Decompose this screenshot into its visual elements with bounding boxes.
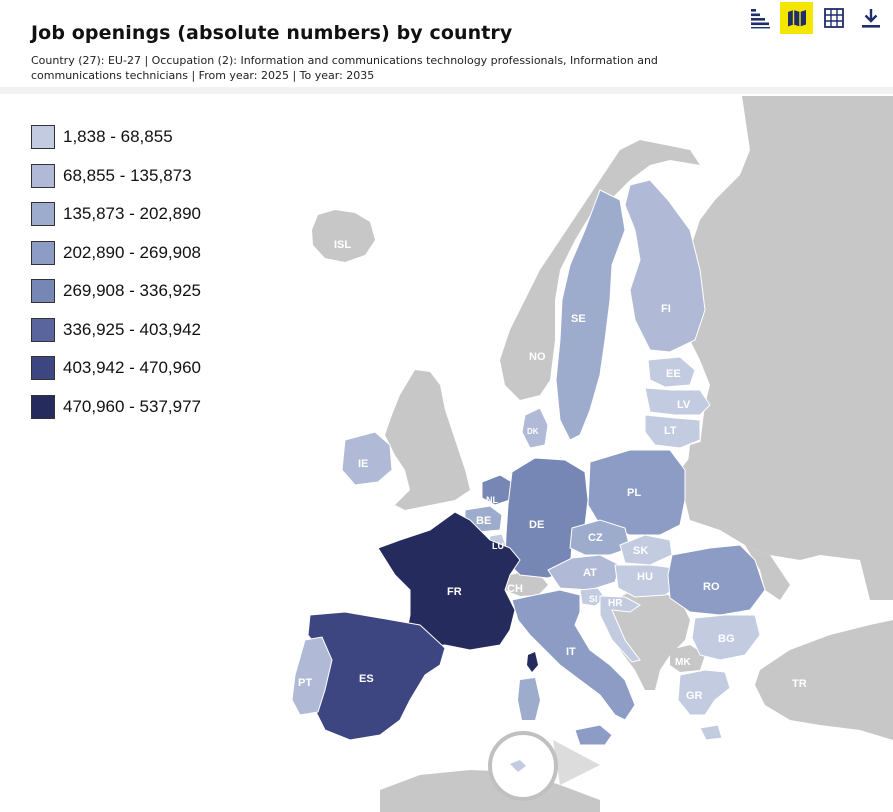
download-button[interactable] xyxy=(854,2,887,34)
eu-countries[interactable] xyxy=(291,179,766,746)
legend-item[interactable]: 202,890 - 269,908 xyxy=(31,234,201,273)
country-IE[interactable] xyxy=(341,431,393,486)
country-EE[interactable] xyxy=(647,356,696,388)
label-LT: LT xyxy=(664,425,677,437)
country-BG[interactable] xyxy=(691,614,761,661)
label-EE: EE xyxy=(666,368,681,380)
legend-swatch-1 xyxy=(31,163,55,188)
legend-item[interactable]: 336,925 - 403,942 xyxy=(31,311,201,350)
bar-chart-icon xyxy=(750,9,770,29)
label-DE: DE xyxy=(529,519,544,531)
legend-item[interactable]: 403,942 - 470,960 xyxy=(31,349,201,388)
label-PL: PL xyxy=(627,487,641,499)
label-TR: TR xyxy=(792,678,807,690)
legend-swatch-6 xyxy=(31,356,55,381)
legend-swatch-3 xyxy=(31,240,55,265)
legend-item[interactable]: 470,960 - 537,977 xyxy=(31,388,201,427)
legend-item[interactable]: 269,908 - 336,925 xyxy=(31,272,201,311)
label-CZ: CZ xyxy=(588,532,603,544)
label-HU: HU xyxy=(637,571,653,583)
label-PT: PT xyxy=(298,677,312,689)
legend-swatch-2 xyxy=(31,202,55,227)
country-HR[interactable] xyxy=(599,595,641,663)
label-AT: AT xyxy=(583,567,597,579)
label-SI: SI xyxy=(589,594,598,604)
label-LV: LV xyxy=(677,399,691,411)
map-icon xyxy=(787,10,806,27)
map-area[interactable]: ISL NO SE FI EE LV LT DK IE NL BE LU DE … xyxy=(0,94,893,812)
non-eu-land xyxy=(312,96,893,812)
label-GR: GR xyxy=(686,690,703,702)
country-RO[interactable] xyxy=(667,544,766,616)
label-MK: MK xyxy=(675,657,691,668)
filter-summary: Country (27): EU-27 | Occupation (2): In… xyxy=(31,54,658,82)
country-FI[interactable] xyxy=(624,179,706,353)
map-view-button[interactable] xyxy=(780,2,813,34)
legend-label: 403,942 - 470,960 xyxy=(63,358,202,378)
page-title: Job openings (absolute numbers) by count… xyxy=(31,22,513,44)
label-NL: NL xyxy=(486,495,498,505)
label-IE: IE xyxy=(358,458,368,470)
legend-item[interactable]: 135,873 - 202,890 xyxy=(31,195,201,234)
table-view-button[interactable] xyxy=(817,2,850,34)
label-ISL: ISL xyxy=(334,239,351,251)
label-FR: FR xyxy=(447,586,462,598)
legend-item[interactable]: 1,838 - 68,855 xyxy=(31,118,201,157)
legend-label: 336,925 - 403,942 xyxy=(63,319,202,339)
country-PT[interactable] xyxy=(291,636,333,716)
table-icon xyxy=(823,8,844,28)
label-NO: NO xyxy=(529,351,546,363)
choropleth-map[interactable]: ISL NO SE FI EE LV LT DK IE NL BE LU DE … xyxy=(0,94,893,812)
label-RO: RO xyxy=(703,581,720,593)
label-LU: LU xyxy=(492,541,504,551)
label-SE: SE xyxy=(571,313,586,325)
label-IT: IT xyxy=(566,646,576,658)
label-ES: ES xyxy=(359,673,374,685)
header-divider xyxy=(0,87,893,94)
country-CZ[interactable] xyxy=(569,519,631,556)
map-legend: 1,838 - 68,855 68,855 - 135,873 135,873 … xyxy=(31,118,201,426)
legend-label: 135,873 - 202,890 xyxy=(63,204,202,224)
label-BE: BE xyxy=(476,515,491,527)
country-DK[interactable] xyxy=(521,407,549,449)
label-SK: SK xyxy=(633,545,648,557)
legend-label: 202,890 - 269,908 xyxy=(63,242,202,262)
label-HR: HR xyxy=(608,598,623,609)
malta-inset xyxy=(488,731,600,801)
legend-item[interactable]: 68,855 - 135,873 xyxy=(31,157,201,196)
legend-swatch-7 xyxy=(31,394,55,419)
country-LV[interactable] xyxy=(644,387,711,416)
legend-label: 1,838 - 68,855 xyxy=(63,127,173,147)
label-CH: CH xyxy=(507,583,523,595)
legend-swatch-5 xyxy=(31,317,55,342)
label-DK: DK xyxy=(527,427,539,436)
legend-label: 470,960 - 537,977 xyxy=(63,396,202,416)
country-PL[interactable] xyxy=(587,449,686,536)
label-FI: FI xyxy=(661,303,671,315)
chart-header: Job openings (absolute numbers) by count… xyxy=(0,0,893,90)
bar-chart-view-button[interactable] xyxy=(743,2,776,34)
legend-swatch-0 xyxy=(31,125,55,150)
label-BG: BG xyxy=(718,633,735,645)
country-DE[interactable] xyxy=(504,457,589,579)
country-FR[interactable] xyxy=(377,511,521,651)
legend-label: 68,855 - 135,873 xyxy=(63,165,192,185)
country-IT[interactable] xyxy=(511,589,636,746)
download-icon xyxy=(861,9,880,28)
legend-swatch-4 xyxy=(31,279,55,304)
country-SE[interactable] xyxy=(555,189,626,441)
country-labels: ISL NO SE FI EE LV LT DK IE NL BE LU DE … xyxy=(298,239,807,702)
view-toolbar xyxy=(743,2,887,34)
legend-label: 269,908 - 336,925 xyxy=(63,281,202,301)
country-GR[interactable] xyxy=(677,669,731,741)
country-LT[interactable] xyxy=(644,414,701,449)
